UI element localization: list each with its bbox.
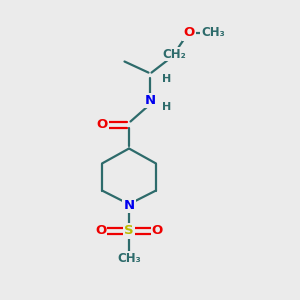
Text: O: O	[95, 224, 106, 238]
Text: CH₂: CH₂	[162, 47, 186, 61]
Text: N: N	[144, 94, 156, 107]
Text: O: O	[183, 26, 195, 40]
Text: N: N	[123, 199, 135, 212]
Text: H: H	[162, 101, 171, 112]
Text: S: S	[124, 224, 134, 238]
Text: O: O	[96, 118, 108, 131]
Text: O: O	[152, 224, 163, 238]
Text: CH₃: CH₃	[201, 26, 225, 40]
Text: H: H	[162, 74, 171, 85]
Text: CH₃: CH₃	[117, 251, 141, 265]
